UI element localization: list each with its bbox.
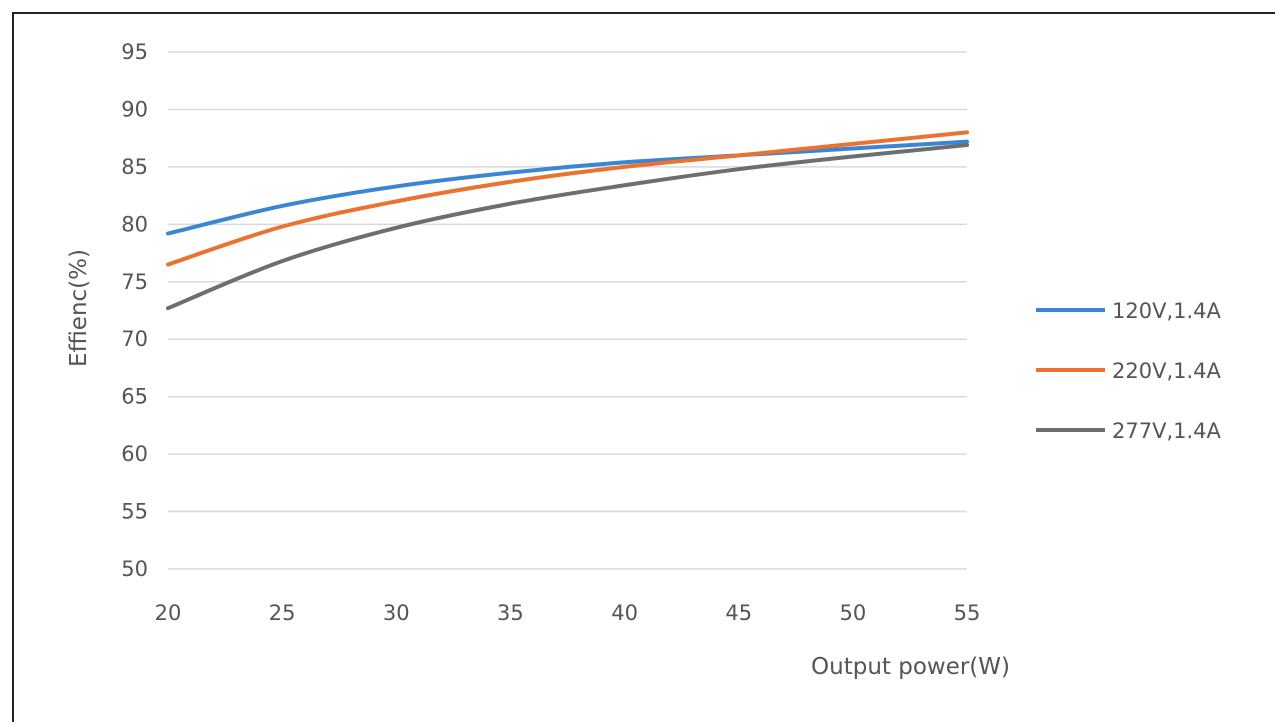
y-tick-label-70: 70 — [121, 327, 148, 351]
y-tick-label-55: 55 — [121, 500, 148, 524]
y-tick-label-85: 85 — [121, 155, 148, 179]
y-tick-label-95: 95 — [121, 40, 148, 64]
legend: 120V,1.4A 220V,1.4A 277V,1.4A — [1036, 299, 1222, 443]
y-axis-title: Effienc(%) — [66, 249, 92, 367]
x-axis-ticks: 20 25 30 35 40 45 50 55 — [155, 601, 981, 625]
y-tick-label-60: 60 — [121, 442, 148, 466]
x-tick-label-25: 25 — [269, 601, 296, 625]
gridlines — [168, 51, 967, 570]
x-axis-title: Output power(W) — [811, 654, 1010, 680]
y-tick-label-80: 80 — [121, 212, 148, 236]
y-tick-label-90: 90 — [121, 97, 148, 121]
y-tick-label-65: 65 — [121, 385, 148, 409]
legend-label-1: 120V,1.4A — [1112, 299, 1222, 323]
series-line-3 — [166, 143, 969, 311]
y-tick-label-50: 50 — [121, 557, 148, 581]
chart-frame — [12, 12, 1275, 722]
series-line-2 — [166, 130, 969, 267]
x-tick-label-55: 55 — [954, 601, 981, 625]
x-tick-label-45: 45 — [725, 601, 752, 625]
x-tick-label-35: 35 — [497, 601, 524, 625]
y-axis-ticks: 50 55 60 65 70 75 80 85 90 95 — [121, 40, 148, 581]
series-lines — [166, 130, 969, 311]
x-tick-label-30: 30 — [383, 601, 410, 625]
x-tick-label-40: 40 — [611, 601, 638, 625]
x-tick-label-20: 20 — [155, 601, 182, 625]
y-tick-label-75: 75 — [121, 270, 148, 294]
x-tick-label-50: 50 — [839, 601, 866, 625]
legend-label-3: 277V,1.4A — [1112, 419, 1222, 443]
legend-label-2: 220V,1.4A — [1112, 359, 1222, 383]
series-line-1 — [166, 139, 969, 236]
